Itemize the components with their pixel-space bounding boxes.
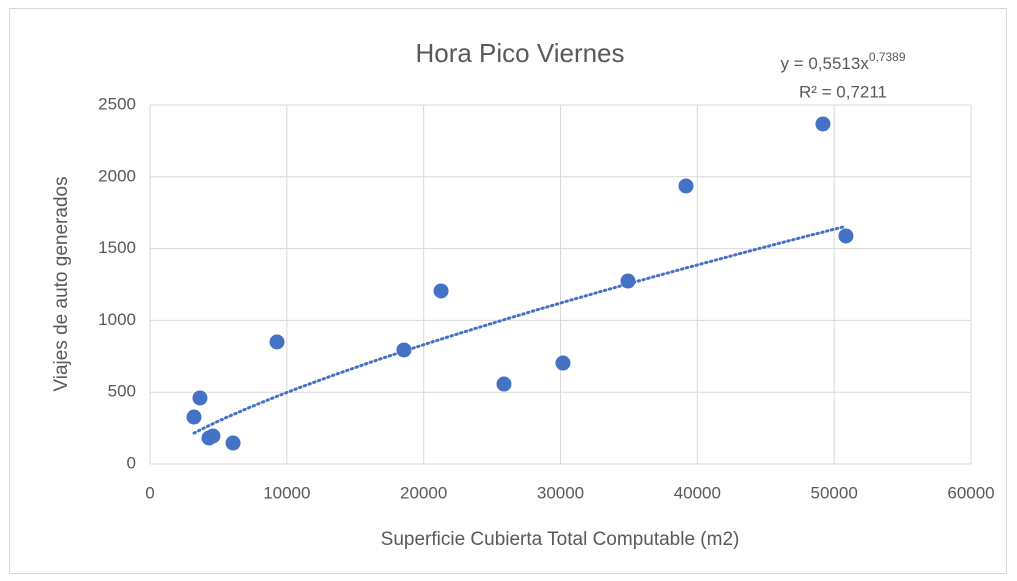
point [838, 228, 854, 244]
point [396, 342, 412, 358]
y-axis-label: Viajes de auto generados [51, 176, 72, 391]
y-tick-label: 0 [127, 453, 136, 472]
y-tick-label: 1000 [98, 310, 136, 329]
y-tick-label: 1500 [98, 238, 136, 257]
x-tick-label: 40000 [674, 483, 721, 502]
equation: y = 0,5513x [780, 54, 869, 73]
chart-border [9, 8, 1007, 574]
point [269, 334, 285, 350]
point [205, 428, 221, 444]
point [496, 376, 512, 392]
point [225, 435, 241, 451]
y-tick-label: 2500 [98, 94, 136, 113]
point [433, 283, 449, 299]
chart-title: Hora Pico Viernes [415, 38, 624, 68]
x-axis-label: Superficie Cubierta Total Computable (m2… [381, 529, 740, 550]
x-tick-label: 50000 [811, 483, 858, 502]
point [815, 116, 831, 132]
y-tick-label: 500 [108, 382, 136, 401]
point [192, 390, 208, 406]
x-tick-label: 30000 [537, 483, 584, 502]
y-tick-label: 2000 [98, 166, 136, 185]
trendline-equation: y = 0,5513x0,7389 [780, 50, 905, 73]
x-tick-label: 20000 [400, 483, 447, 502]
x-tick-label: 60000 [947, 483, 994, 502]
x-tick-label: 10000 [263, 483, 310, 502]
point [620, 273, 636, 289]
point [186, 409, 202, 425]
r-squared: R² = 0,7211 [799, 82, 887, 101]
trendline [192, 224, 848, 435]
x-tick-label: 0 [145, 483, 154, 502]
equation-exponent: 0,7389 [869, 50, 906, 64]
point [555, 355, 571, 371]
point [678, 178, 694, 194]
